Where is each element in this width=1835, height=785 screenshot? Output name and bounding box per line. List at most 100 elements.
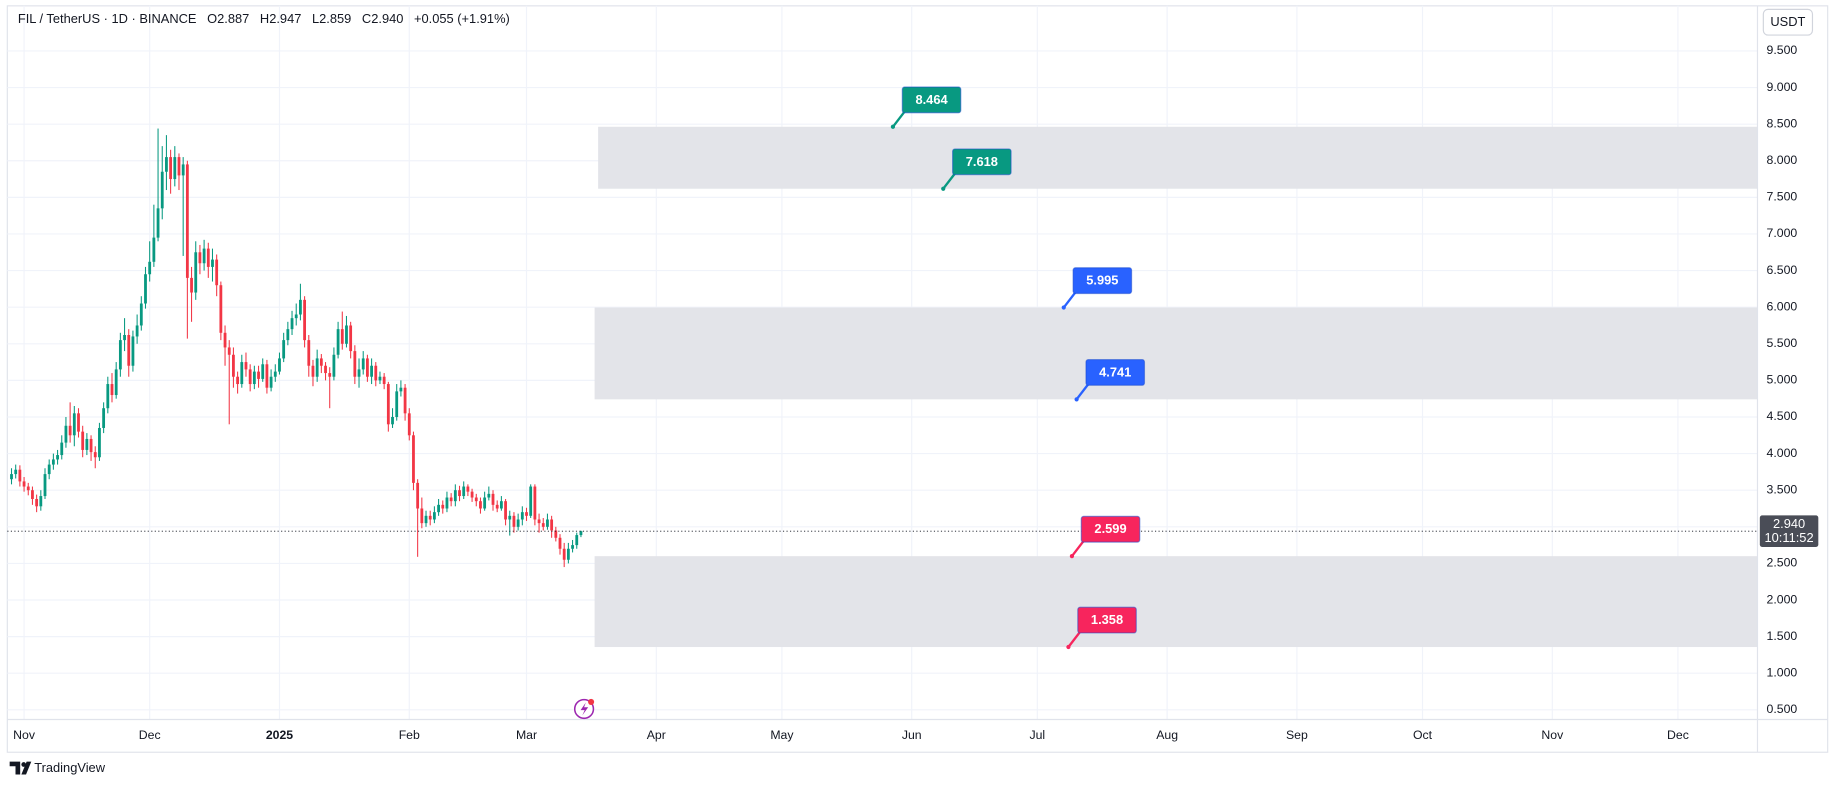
candle-body (89, 438, 93, 453)
candle-body (474, 497, 478, 502)
candle-body (236, 376, 240, 385)
candle-body (525, 512, 528, 516)
candle-body (135, 325, 139, 337)
brand-icon-dot[interactable] (21, 762, 27, 767)
candle-body (508, 515, 512, 520)
candle-body (416, 482, 420, 509)
candle-body (449, 497, 453, 502)
candle-body (43, 474, 47, 497)
candle-body (470, 491, 474, 498)
candle-body (453, 490, 457, 502)
ohlc-value: 2.947 (269, 11, 301, 26)
candle-body (365, 358, 369, 377)
candle-body (56, 455, 59, 460)
candle-body (118, 340, 122, 370)
price-note-point (1061, 305, 1066, 310)
candle-body (77, 413, 80, 432)
brand-logo[interactable]: TradingView (9, 760, 106, 775)
alert-icon[interactable] (573, 698, 595, 720)
currency-button[interactable]: USDT (1762, 8, 1814, 36)
alert-icon-dot[interactable] (588, 698, 595, 705)
x-tick-label: Dec (1667, 728, 1689, 742)
candle-body (357, 369, 361, 377)
candle-body (529, 486, 533, 516)
axis-layer: 0.5001.0001.5002.0002.5003.0003.5004.000… (13, 43, 1797, 742)
chart-frame (6, 5, 1829, 753)
candle-body (194, 252, 198, 293)
price-note-point (890, 124, 896, 129)
candle-body (273, 371, 277, 377)
candle-body (152, 237, 156, 262)
candle-body (520, 512, 524, 520)
currency-label[interactable]: USDT (1770, 14, 1805, 29)
candle-body (307, 340, 311, 366)
y-tick-label: 2.500 (1767, 556, 1798, 570)
candle-body (550, 519, 554, 531)
alert-icon-bolt[interactable] (580, 702, 589, 716)
y-tick-label: 3.500 (1767, 482, 1798, 496)
price-note-label: 1.358 (1091, 612, 1123, 627)
ohlc-key: H (260, 11, 269, 26)
candle-body (345, 325, 348, 344)
candle-body (403, 387, 407, 414)
candle-body (123, 334, 126, 341)
candle-body (257, 371, 260, 379)
y-tick-label: 5.000 (1767, 373, 1798, 387)
candle-body (22, 481, 26, 487)
candle-body (349, 325, 353, 352)
candle-body (47, 464, 51, 475)
price-note-tag (901, 86, 962, 114)
candle-body (215, 259, 219, 286)
candle-body (420, 508, 424, 524)
x-tick-label: Aug (1156, 728, 1178, 742)
x-tick-label: Dec (139, 728, 161, 742)
candle-body (324, 365, 327, 374)
candle-body (173, 157, 177, 180)
candle-body (102, 408, 106, 428)
candle-body (265, 364, 269, 388)
candle-body (148, 261, 152, 275)
candle-body (72, 413, 76, 436)
y-tick-label: 2.000 (1767, 592, 1798, 606)
candle-body (223, 332, 227, 348)
candle-body (198, 252, 202, 264)
candle-body (504, 501, 507, 520)
y-tick-label: 1.000 (1767, 665, 1798, 679)
candle-body (294, 314, 298, 319)
ohlc-value: 2.887 (217, 11, 249, 26)
candle-body (466, 486, 470, 492)
candle-body (441, 504, 445, 509)
candle-body (252, 371, 256, 385)
candle-layer (7, 128, 1758, 568)
candle-body (290, 318, 294, 330)
candle-body (165, 157, 168, 172)
candle-body (39, 496, 43, 507)
zone-layer (594, 126, 1758, 648)
brand-name[interactable]: TradingView (34, 760, 105, 775)
y-tick-label: 9.500 (1767, 43, 1798, 57)
price-note-tag (1085, 358, 1146, 386)
candle-body (424, 515, 428, 524)
x-tick-label: Jun (902, 728, 922, 742)
candle-body (244, 362, 248, 370)
candle-body (261, 364, 265, 379)
candle-body (85, 438, 89, 450)
price-note: 4.741 (1074, 358, 1146, 402)
candle-body (303, 299, 307, 341)
candle-body (378, 376, 382, 381)
candle-body (537, 519, 541, 524)
candle-body (361, 358, 365, 370)
price-note-label: 2.599 (1094, 521, 1126, 536)
price-note-stem (892, 110, 906, 128)
x-tick-label: Apr (647, 728, 666, 742)
price-note-tag (1077, 606, 1137, 634)
currency-button-frame[interactable] (1762, 8, 1814, 36)
candle-body (98, 427, 101, 458)
candle-body (68, 425, 72, 436)
last-price-tag: 2.940 10:11:52 (1759, 515, 1819, 547)
price-note: 7.618 (941, 148, 1012, 191)
candle-body (282, 340, 286, 359)
candle-body (546, 519, 549, 527)
price-note-stem (1070, 540, 1085, 557)
x-tick-label: Sep (1286, 728, 1308, 742)
